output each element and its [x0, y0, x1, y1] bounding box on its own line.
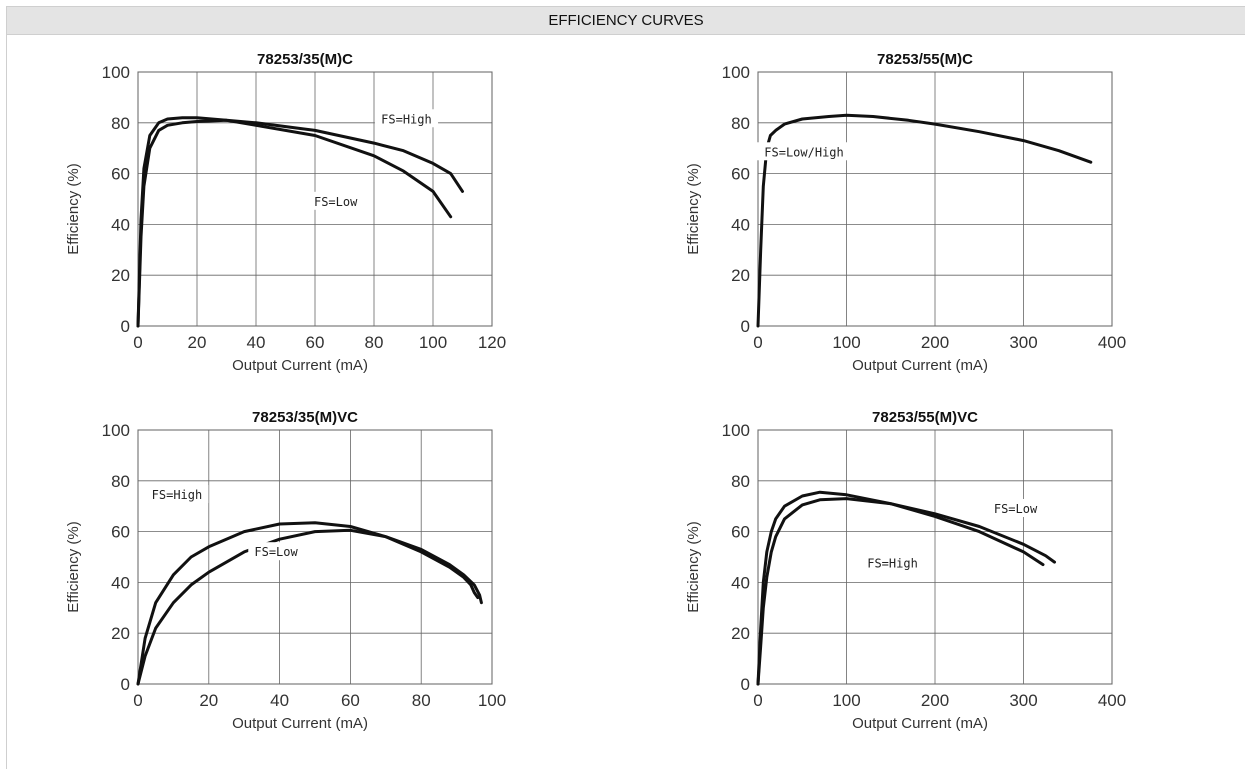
y-tick-label: 40 — [731, 573, 750, 592]
y-tick-label: 40 — [731, 215, 750, 234]
x-tick-label: 200 — [921, 333, 949, 352]
page-frame: EFFICIENCY CURVES — [6, 6, 1245, 769]
x-tick-label: 60 — [341, 691, 360, 710]
x-tick-label: 0 — [753, 333, 762, 352]
y-tick-label: 20 — [111, 624, 130, 643]
x-tick-label: 20 — [199, 691, 218, 710]
x-axis-label: Output Current (mA) — [232, 715, 368, 732]
y-tick-label: 60 — [111, 165, 130, 184]
y-tick-label: 60 — [731, 523, 750, 542]
y-axis-label: Efficiency (%) — [685, 163, 702, 254]
x-tick-label: 0 — [133, 333, 142, 352]
annotation-bg — [374, 109, 439, 128]
x-tick-label: 400 — [1098, 333, 1126, 352]
annotation-bg — [987, 499, 1044, 518]
y-tick-label: 80 — [111, 472, 130, 491]
x-tick-label: 0 — [133, 691, 142, 710]
series-annotation: FS=High — [381, 112, 432, 126]
y-tick-label: 20 — [111, 266, 130, 285]
x-axis-label: Output Current (mA) — [852, 357, 988, 374]
x-tick-label: 300 — [1009, 333, 1037, 352]
x-tick-label: 120 — [478, 333, 506, 352]
y-tick-label: 0 — [741, 675, 750, 694]
y-tick-label: 100 — [722, 421, 750, 440]
chart-svg: 0 100 200 300 400 0 20 40 60 80 100 78253/55(M)VC Ou… — [685, 409, 1126, 732]
x-tick-label: 200 — [921, 691, 949, 710]
x-tick-label: 100 — [832, 333, 860, 352]
x-tick-label: 100 — [832, 691, 860, 710]
y-tick-label: 40 — [111, 573, 130, 592]
series-line — [136, 118, 464, 328]
x-axis-label: Output Current (mA) — [852, 715, 988, 732]
x-tick-label: 80 — [365, 333, 384, 352]
x-tick-label: 100 — [478, 691, 506, 710]
series-line — [756, 490, 1045, 686]
y-tick-label: 80 — [731, 472, 750, 491]
x-tick-label: 60 — [306, 333, 325, 352]
chart-svg: 0 100 200 300 400 0 20 40 60 80 100 78253/55(M)C Out… — [685, 51, 1126, 374]
chart-title: 78253/55(M)VC — [872, 409, 978, 426]
series-annotation: FS=Low/High — [764, 145, 843, 159]
x-tick-label: 20 — [188, 333, 207, 352]
x-tick-label: 40 — [247, 333, 266, 352]
annotation-bg — [860, 553, 925, 572]
annotation-bg — [248, 542, 304, 561]
y-axis-label: Efficiency (%) — [685, 521, 702, 612]
efficiency-chart-35c: 0 20 40 60 80 100 120 0 20 40 60 80 100 78253/35(M)C O… — [60, 44, 510, 399]
y-tick-label: 0 — [121, 317, 130, 336]
y-tick-label: 100 — [102, 63, 130, 82]
y-tick-label: 0 — [121, 675, 130, 694]
section-header: EFFICIENCY CURVES — [7, 7, 1245, 35]
x-tick-label: 80 — [412, 691, 431, 710]
series-line — [756, 113, 1093, 328]
efficiency-chart-55vc: 0 100 200 300 400 0 20 40 60 80 100 78253/55(M)VC Ou… — [680, 402, 1130, 757]
y-tick-label: 60 — [731, 165, 750, 184]
series-line — [136, 116, 453, 328]
series-annotation: FS=High — [152, 488, 203, 502]
y-tick-label: 20 — [731, 266, 750, 285]
y-tick-label: 80 — [111, 114, 130, 133]
y-tick-label: 40 — [111, 215, 130, 234]
annotation-bg — [307, 191, 364, 210]
series-annotation: FS=Low — [994, 502, 1038, 516]
efficiency-chart-55c: 0 100 200 300 400 0 20 40 60 80 100 78253/55(M)C Out… — [680, 44, 1130, 399]
chart-svg: 0 20 40 60 80 100 120 0 20 40 60 80 100 78253/35(M)C O… — [65, 51, 506, 374]
chart-title: 78253/35(M)C — [257, 51, 353, 68]
x-axis-label: Output Current (mA) — [232, 357, 368, 374]
series-annotation: FS=High — [867, 557, 918, 571]
annotation-bg — [757, 142, 851, 161]
series-annotation: FS=Low — [314, 195, 358, 209]
efficiency-chart-35vc: 0 20 40 60 80 100 0 20 40 60 80 100 78253/35(M)VC Out… — [60, 402, 510, 757]
chart-title: 78253/55(M)C — [877, 51, 973, 68]
section-title: EFFICIENCY CURVES — [548, 12, 704, 29]
y-tick-label: 80 — [731, 114, 750, 133]
y-tick-label: 100 — [102, 421, 130, 440]
chart-svg: 0 20 40 60 80 100 0 20 40 60 80 100 78253/35(M)VC Out… — [65, 409, 506, 732]
annotation-bg — [145, 485, 209, 504]
y-tick-label: 60 — [111, 523, 130, 542]
x-tick-label: 300 — [1009, 691, 1037, 710]
x-tick-label: 400 — [1098, 691, 1126, 710]
y-tick-label: 20 — [731, 624, 750, 643]
y-axis-label: Efficiency (%) — [65, 521, 82, 612]
chart-title: 78253/35(M)VC — [252, 409, 358, 426]
y-tick-label: 100 — [722, 63, 750, 82]
x-tick-label: 0 — [753, 691, 762, 710]
series-annotation: FS=Low — [254, 545, 298, 559]
series-line — [136, 521, 480, 686]
series-line — [136, 528, 483, 686]
y-axis-label: Efficiency (%) — [65, 163, 82, 254]
x-tick-label: 40 — [270, 691, 289, 710]
series-line — [756, 497, 1056, 686]
y-tick-label: 0 — [741, 317, 750, 336]
x-tick-label: 100 — [419, 333, 447, 352]
